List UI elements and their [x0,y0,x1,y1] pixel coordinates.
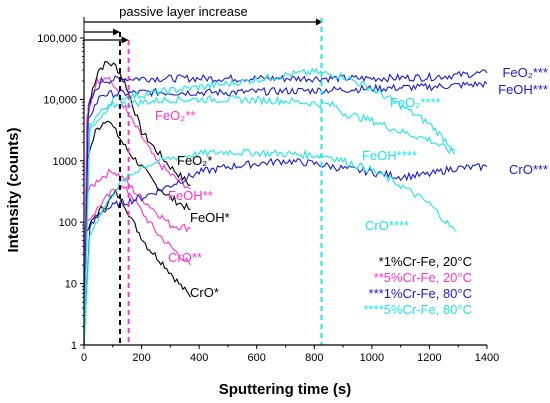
x-tick-label: 600 [248,352,266,364]
series-line-feo2ssss [83,67,456,346]
legend-entry: *1%Cr-Fe, 20°C [379,254,472,269]
series-label: FeOH* [190,210,230,225]
series-label: FeOH**** [362,148,417,163]
y-tick-label: 10 [65,279,77,291]
x-tick-label: 1000 [360,352,384,364]
axes-group: 0 200 400 600 800 1000 1200 1400 1 10 100 1000 10,00… [37,33,499,364]
y-tick-label: 10,000 [43,94,77,106]
series-line-cross [83,185,191,346]
x-tick-label: 400 [190,352,208,364]
x-tick-label: 1400 [475,352,499,364]
y-tick-label: 100,000 [37,33,77,45]
series-line-crosss [83,157,488,346]
legend-entry: ***1%Cr-Fe, 80°C [369,286,472,301]
series-label: FeO₂* [177,153,212,168]
series-line-feohsss [83,80,488,346]
x-tick-label: 0 [81,352,87,364]
series-label: FeO₂**** [390,95,441,110]
y-tick-label: 1 [71,340,77,352]
y-tick-label: 100 [59,217,77,229]
series-label: FeO₂*** [502,65,548,80]
x-tick-label: 800 [305,352,323,364]
annotation-group: passive layer increase [83,4,323,345]
series-line-feohss [83,168,191,346]
series-label: FeO₂** [155,108,195,123]
series-line-cros [83,188,191,346]
series-label: CrO*** [509,162,548,177]
series-line-feo2ss [83,76,191,346]
series-labels-group: FeO₂* FeOH* CrO* FeO₂** FeOH** CrO** FeO₂*** Fe… [155,65,548,300]
arrow-head [121,36,129,44]
series-line-feohs [83,120,191,346]
legend: *1%Cr-Fe, 20°C**5%Cr-Fe, 20°C***1%Cr-Fe,… [363,254,472,317]
legend-entry: **5%Cr-Fe, 20°C [374,270,472,285]
series-label: FeOH*** [498,82,548,97]
arrow-head [315,18,323,26]
series-label: CrO* [190,285,219,300]
passive-layer-label: passive layer increase [119,4,248,19]
series-label: FeOH** [168,188,213,203]
plot-series-group [83,61,488,346]
x-axis-label: Sputtering time (s) [219,381,352,398]
series-line-feohssss [83,94,456,346]
y-axis-label: Intensity (counts) [5,127,22,252]
series-line-crossss [83,148,456,346]
series-line-feo2sss [83,69,488,346]
series-label: CrO**** [365,218,409,233]
series-line-feo2s [83,61,191,346]
y-tick-label: 1000 [53,156,77,168]
x-tick-label: 1200 [417,352,441,364]
x-tick-label: 200 [132,352,150,364]
arrow-head [112,28,120,36]
series-label: CrO** [168,250,202,265]
legend-entry: ****5%Cr-Fe, 80°C [363,302,472,317]
